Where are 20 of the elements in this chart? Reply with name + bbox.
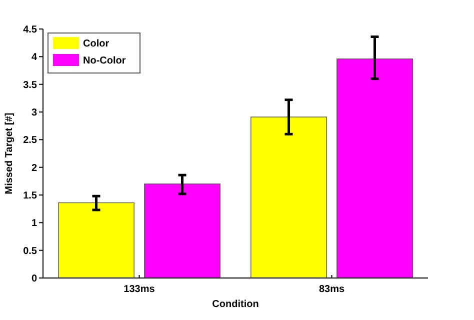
y-tick-label: 2 [31, 162, 38, 174]
y-tick-label: 4 [31, 52, 38, 64]
y-tick-label: 1.5 [23, 190, 38, 202]
bar [336, 58, 413, 278]
y-tick-label: 0.5 [23, 246, 38, 257]
y-tick-label: 1 [31, 218, 38, 230]
bar [58, 202, 134, 278]
bar [250, 116, 327, 278]
y-tick-label: 2.5 [23, 135, 38, 146]
y-tick-label: 3 [31, 108, 38, 118]
x-axis-title: Condition [212, 299, 259, 310]
y-tick-label: 0 [31, 274, 38, 284]
bar [144, 184, 220, 278]
x-tick-label: 83ms [318, 284, 345, 295]
y-tick-label: 4.5 [23, 24, 38, 36]
legend-label: Color [83, 38, 110, 50]
x-tick-label: 133ms [124, 284, 156, 295]
y-axis-title: Missed Target [#] [4, 112, 15, 194]
legend-label: No-Color [83, 56, 126, 66]
y-tick-label: 3.5 [23, 80, 38, 91]
